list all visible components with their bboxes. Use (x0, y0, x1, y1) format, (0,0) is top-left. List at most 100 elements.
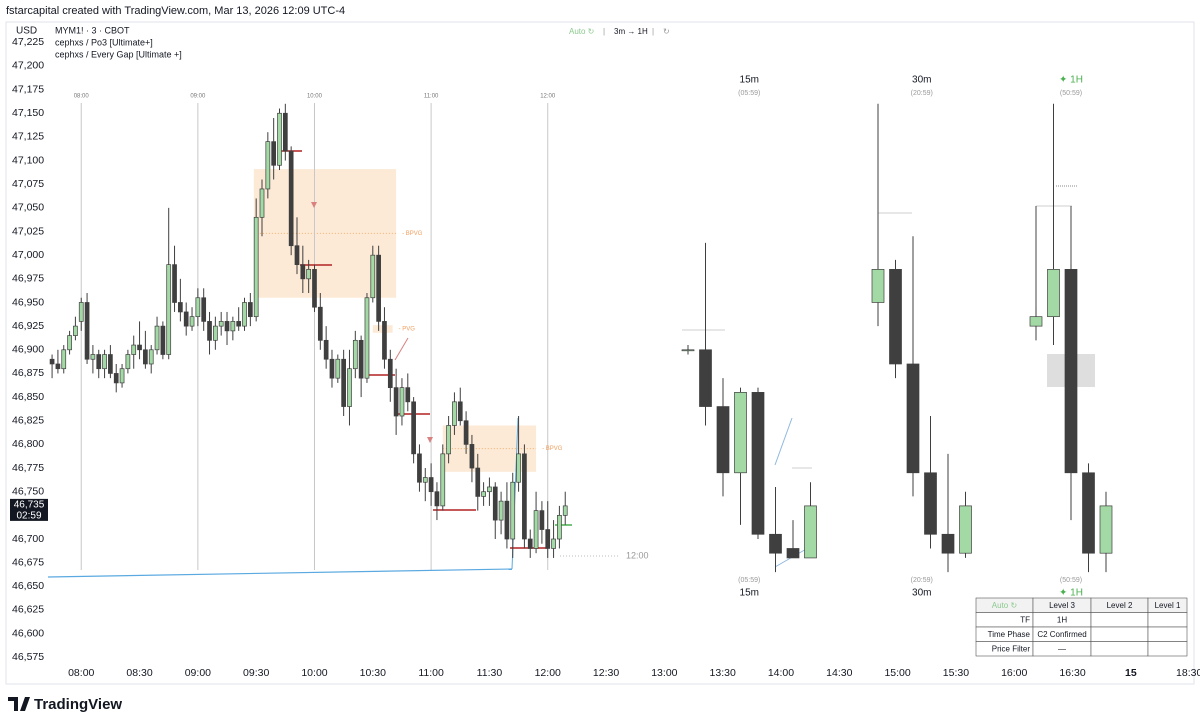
candle-body (61, 349, 67, 370)
candle-body (889, 269, 902, 365)
candle-body (49, 358, 55, 365)
candle-body (78, 302, 84, 322)
candle-body (253, 216, 259, 318)
candle-body (347, 368, 352, 407)
countdown: 02:59 (16, 511, 41, 522)
candle-body (382, 321, 387, 360)
candle-body (1099, 505, 1113, 554)
candle-body (446, 425, 451, 455)
x-tick-label: 08:00 (68, 667, 94, 679)
y-tick-label: 47,100 (12, 154, 44, 166)
candle-body (399, 387, 405, 417)
session-label: 11:00 (424, 94, 439, 100)
candle-body (329, 358, 335, 379)
y-tick-label: 46,575 (12, 651, 44, 663)
session-label: 08:00 (74, 94, 90, 100)
chart-frame (5, 21, 1195, 685)
y-tick-label: 46,600 (12, 627, 44, 639)
candle-body (751, 392, 765, 535)
htf-timer: (50:59) (1060, 90, 1082, 97)
toolbar-button[interactable]: 3m → 1H (614, 27, 648, 36)
y-tick-label: 47,225 (12, 36, 44, 48)
x-tick-label: 15 (1125, 667, 1137, 679)
candle-body (533, 510, 539, 549)
toolbar-button[interactable]: Auto ↻ (569, 27, 594, 36)
candle-body (417, 453, 422, 483)
candle-body (341, 358, 346, 407)
candle-body (113, 373, 119, 384)
htf-label: 30m (912, 588, 931, 599)
htf-timer: (05:59) (738, 90, 760, 97)
candle-body (516, 453, 521, 483)
candle-body (102, 354, 107, 370)
candle-body (236, 321, 242, 327)
candle-body (294, 245, 300, 265)
candle-body (218, 321, 224, 327)
x-tick-label: 08:30 (126, 667, 152, 679)
candle-body (681, 349, 695, 352)
y-tick-label: 46,950 (12, 296, 44, 308)
candle-body (871, 269, 885, 303)
candle-body (1029, 316, 1043, 327)
toolbar-button[interactable]: ↻ (663, 27, 670, 36)
candle-body (1064, 269, 1078, 474)
table-text: Price Filter (992, 644, 1031, 653)
y-tick-label: 47,000 (12, 249, 44, 261)
x-tick-label: 09:30 (243, 667, 269, 679)
candle-body (481, 491, 486, 497)
candle-body (195, 297, 201, 318)
separator: | (603, 27, 605, 36)
arrow (427, 437, 433, 443)
candle-body (230, 321, 236, 332)
htf-label: ✦ 1H (1059, 588, 1083, 599)
candle-body (457, 401, 463, 422)
y-tick-label: 46,900 (12, 344, 44, 356)
candle-body (370, 254, 376, 299)
candle-body (189, 316, 195, 327)
candle-body (166, 264, 172, 355)
table-text: C2 Confirmed (1037, 630, 1086, 639)
candle-body (137, 344, 142, 351)
table-cell (1147, 612, 1188, 628)
y-tick-label: 46,875 (12, 367, 44, 379)
candle-body (941, 533, 955, 554)
candle-body (411, 401, 416, 455)
x-tick-label: 16:30 (1059, 667, 1085, 679)
candle-body (312, 269, 317, 308)
candle-body (699, 349, 712, 407)
htf-timer: (05:59) (738, 577, 760, 584)
candle-body (306, 269, 312, 280)
candle-body (224, 321, 230, 332)
candle-body (323, 339, 329, 360)
end-label: 12:00 (626, 550, 649, 560)
candle-body (551, 538, 556, 549)
zone-label: - BPVG (402, 231, 423, 237)
candle-body (428, 477, 434, 493)
candle-body (539, 510, 545, 530)
table-text: Time Phase (988, 630, 1031, 639)
candle-body (387, 358, 393, 388)
candle-body (504, 500, 510, 540)
candle-body (131, 344, 137, 355)
x-tick-label: 12:30 (593, 667, 619, 679)
y-tick-label: 47,075 (12, 178, 44, 190)
currency: USD (16, 26, 37, 37)
table-cell (1147, 641, 1188, 657)
candle-body (108, 354, 113, 374)
candle-body (154, 325, 160, 351)
candle-body (769, 533, 782, 554)
y-tick-label: 47,025 (12, 225, 44, 237)
candle-body (557, 515, 562, 540)
candle-body (259, 188, 265, 218)
htf-label: ✦ 1H (1059, 75, 1083, 86)
table-text: Level 1 (1155, 601, 1181, 610)
y-tick-label: 46,850 (12, 391, 44, 403)
candle-body (510, 481, 516, 540)
table-text: TF (1020, 615, 1030, 624)
logo: TradingView (8, 696, 122, 713)
candle-body (545, 529, 551, 549)
table-text: 1H (1057, 615, 1067, 624)
arrow (311, 202, 317, 208)
candle-body (277, 112, 282, 166)
